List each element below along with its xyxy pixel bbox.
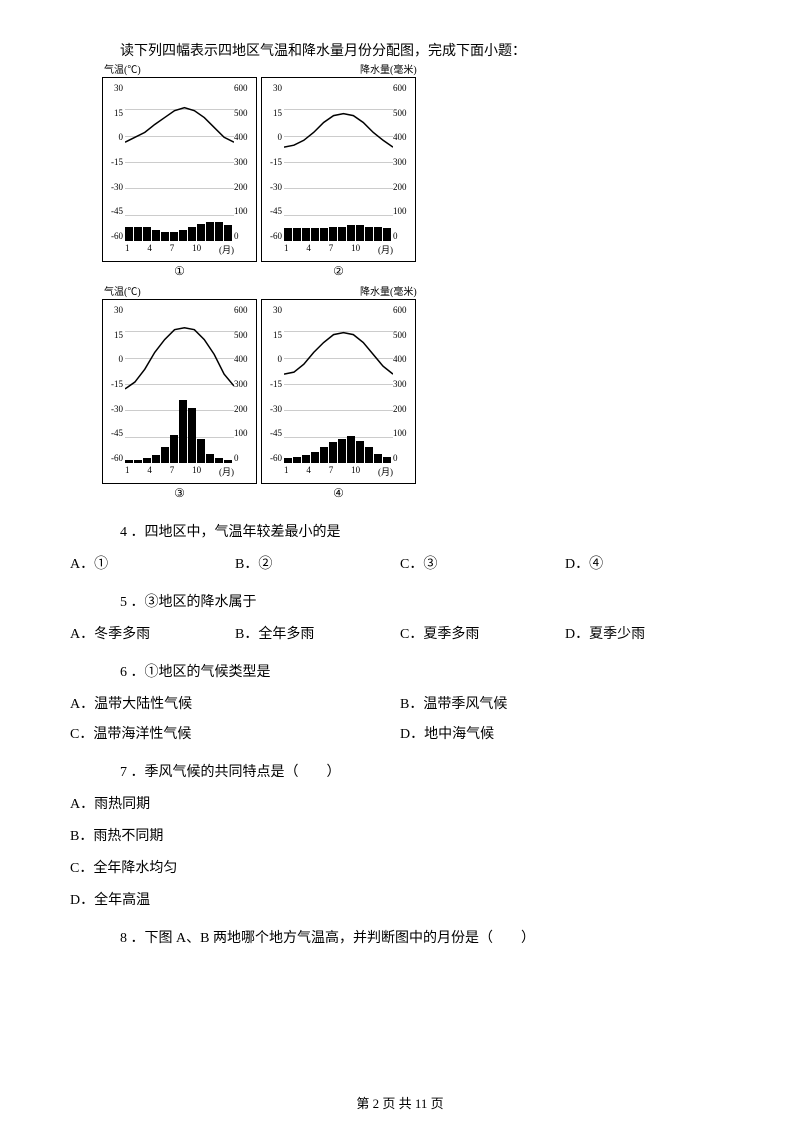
- page-footer: 第 2 页 共 11 页: [0, 1093, 800, 1112]
- q6-option-b: B．温带季风气候: [400, 693, 730, 713]
- question-4: 4 ．四地区中，气温年较差最小的是: [120, 521, 730, 541]
- q7-option-b: B．雨热不同期: [70, 825, 730, 845]
- precip-axis-label-2: 降水量(毫米): [360, 283, 417, 298]
- q5-option-b: B．全年多雨: [235, 623, 400, 643]
- q6-options-2: C．温带海洋性气候 D．地中海气候: [70, 723, 730, 743]
- q4-option-b: B．②: [235, 553, 400, 573]
- q4-options: A．① B．② C．③ D．④: [70, 553, 730, 573]
- climate-chart-③: 30150-15-30-45-6060050040030020010001471…: [102, 299, 257, 484]
- q4-option-d: D．④: [565, 553, 730, 573]
- charts-container: 气温(℃) 降水量(毫米) 30150-15-30-45-60600500400…: [100, 75, 730, 501]
- q7-option-c: C．全年降水均匀: [70, 857, 730, 877]
- climate-chart-①: 30150-15-30-45-6060050040030020010001471…: [102, 77, 257, 262]
- q5-option-d: D．夏季少雨: [565, 623, 730, 643]
- question-6: 6 ．①地区的气候类型是: [120, 661, 730, 681]
- q7-option-a: A．雨热同期: [70, 793, 730, 813]
- question-7: 7 ．季风气候的共同特点是（ ）: [120, 761, 730, 781]
- climate-chart-②: 30150-15-30-45-6060050040030020010001471…: [261, 77, 416, 262]
- q6-option-c: C．温带海洋性气候: [70, 723, 400, 743]
- temp-axis-label: 气温(℃): [104, 61, 141, 76]
- question-8: 8 ．下图 A、B 两地哪个地方气温高，并判断图中的月份是（ ）: [120, 927, 730, 947]
- intro-text: 读下列四幅表示四地区气温和降水量月份分配图，完成下面小题：: [120, 40, 730, 60]
- q4-option-c: C．③: [400, 553, 565, 573]
- chart-row-1: 30150-15-30-45-6060050040030020010001471…: [100, 75, 730, 279]
- precip-axis-label: 降水量(毫米): [360, 61, 417, 76]
- q6-option-d: D．地中海气候: [400, 723, 730, 743]
- temp-axis-label-2: 气温(℃): [104, 283, 141, 298]
- question-5: 5 ．③地区的降水属于: [120, 591, 730, 611]
- chart-row-2: 30150-15-30-45-6060050040030020010001471…: [100, 297, 730, 501]
- climate-chart-④: 30150-15-30-45-6060050040030020010001471…: [261, 299, 416, 484]
- q5-options: A．冬季多雨 B．全年多雨 C．夏季多雨 D．夏季少雨: [70, 623, 730, 643]
- q5-option-c: C．夏季多雨: [400, 623, 565, 643]
- q5-option-a: A．冬季多雨: [70, 623, 235, 643]
- q4-option-a: A．①: [70, 553, 235, 573]
- q6-options-1: A．温带大陆性气候 B．温带季风气候: [70, 693, 730, 713]
- q6-option-a: A．温带大陆性气候: [70, 693, 400, 713]
- q7-option-d: D．全年高温: [70, 889, 730, 909]
